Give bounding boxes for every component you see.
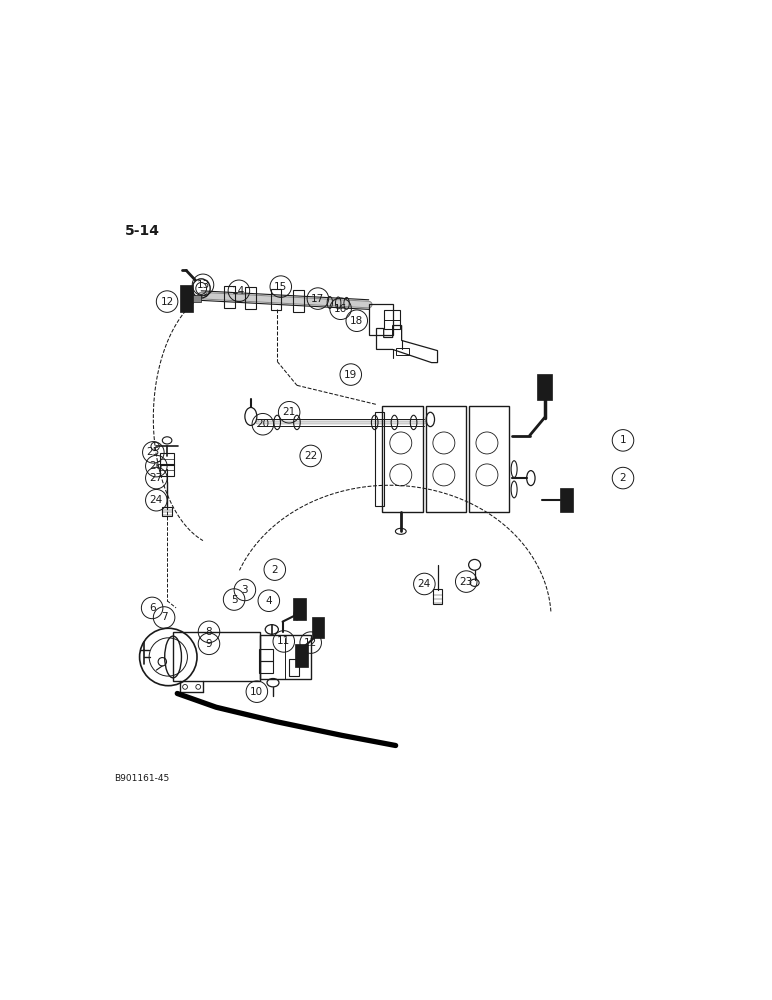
Text: 21: 21 — [283, 407, 296, 417]
Bar — [245, 287, 256, 309]
Bar — [369, 304, 393, 335]
Text: 16: 16 — [334, 304, 347, 314]
Bar — [160, 453, 174, 465]
Text: 18: 18 — [350, 316, 364, 326]
Text: B901161-45: B901161-45 — [114, 774, 170, 783]
Text: 4: 4 — [266, 596, 272, 606]
Text: 20: 20 — [256, 419, 269, 429]
Text: 24: 24 — [150, 495, 163, 505]
Text: 2: 2 — [272, 565, 278, 575]
Text: 6: 6 — [149, 603, 155, 613]
Bar — [192, 295, 201, 302]
Text: 24: 24 — [418, 579, 431, 589]
Text: 2: 2 — [620, 473, 626, 483]
Bar — [289, 659, 300, 676]
Bar — [382, 406, 423, 512]
Text: 11: 11 — [277, 636, 290, 646]
Text: 27: 27 — [150, 473, 163, 483]
Text: 3: 3 — [242, 585, 248, 595]
Bar — [537, 374, 553, 400]
Text: 13: 13 — [196, 280, 210, 290]
Text: 8: 8 — [205, 627, 212, 637]
Bar — [295, 644, 308, 667]
Bar — [425, 406, 466, 512]
Text: 5-14: 5-14 — [125, 224, 161, 238]
Bar — [173, 632, 260, 681]
Bar — [560, 488, 574, 512]
Bar — [469, 406, 510, 512]
Bar — [375, 412, 384, 506]
Text: 14: 14 — [232, 286, 245, 296]
Bar — [260, 635, 310, 679]
Text: 5: 5 — [231, 595, 238, 605]
Text: 7: 7 — [161, 612, 168, 622]
Bar — [160, 464, 174, 476]
Text: 19: 19 — [344, 370, 357, 380]
Text: 12: 12 — [304, 638, 317, 648]
Text: 15: 15 — [274, 282, 287, 292]
Bar — [396, 348, 409, 355]
Text: 22: 22 — [304, 451, 317, 461]
Text: 1: 1 — [620, 435, 626, 445]
Bar — [259, 661, 273, 673]
Text: 23: 23 — [459, 577, 473, 587]
Bar — [180, 285, 193, 312]
Bar — [313, 617, 324, 638]
Bar — [433, 589, 442, 604]
Bar — [224, 286, 235, 308]
Text: 10: 10 — [250, 687, 263, 697]
Text: 9: 9 — [205, 639, 212, 649]
Bar — [259, 649, 273, 661]
Bar — [161, 507, 172, 516]
Bar — [384, 310, 401, 329]
Bar — [271, 289, 281, 310]
Bar — [293, 290, 304, 312]
Bar — [293, 598, 306, 620]
Text: 12: 12 — [161, 297, 174, 307]
Text: 17: 17 — [311, 294, 324, 304]
Text: 26: 26 — [150, 461, 163, 471]
Text: 25: 25 — [147, 447, 160, 457]
